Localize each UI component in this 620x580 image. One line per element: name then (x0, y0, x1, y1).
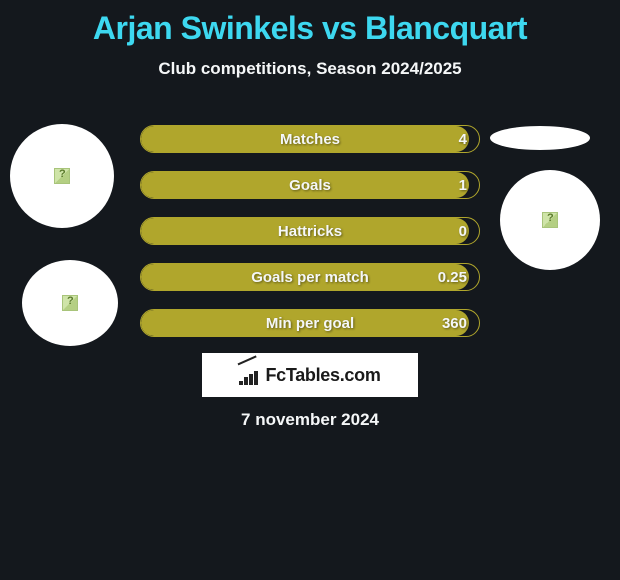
broken-image-icon (62, 295, 78, 311)
page-subtitle: Club competitions, Season 2024/2025 (0, 59, 620, 79)
date-label: 7 november 2024 (0, 410, 620, 430)
page-title: Arjan Swinkels vs Blancquart (0, 0, 620, 47)
brand-text: FcTables.com (265, 365, 380, 386)
stats-bars: Matches 4 Goals 1 Hattricks 0 Goals per … (140, 125, 480, 355)
broken-image-icon (54, 168, 70, 184)
stat-fill (141, 218, 469, 244)
stat-fill (141, 172, 469, 198)
stat-row-hattricks: Hattricks 0 (140, 217, 480, 245)
stat-fill (141, 310, 469, 336)
brand-badge[interactable]: FcTables.com (202, 353, 418, 397)
player-avatar-left-top (10, 124, 114, 228)
broken-image-icon (542, 212, 558, 228)
player-avatar-right (500, 170, 600, 270)
player-avatar-right-ellipse (490, 126, 590, 150)
stat-row-goals: Goals 1 (140, 171, 480, 199)
bar-chart-icon (239, 365, 261, 385)
player-avatar-left-bottom (22, 260, 118, 346)
stat-fill (141, 264, 469, 290)
stat-fill (141, 126, 469, 152)
stat-row-mpg: Min per goal 360 (140, 309, 480, 337)
stat-row-gpm: Goals per match 0.25 (140, 263, 480, 291)
stat-row-matches: Matches 4 (140, 125, 480, 153)
